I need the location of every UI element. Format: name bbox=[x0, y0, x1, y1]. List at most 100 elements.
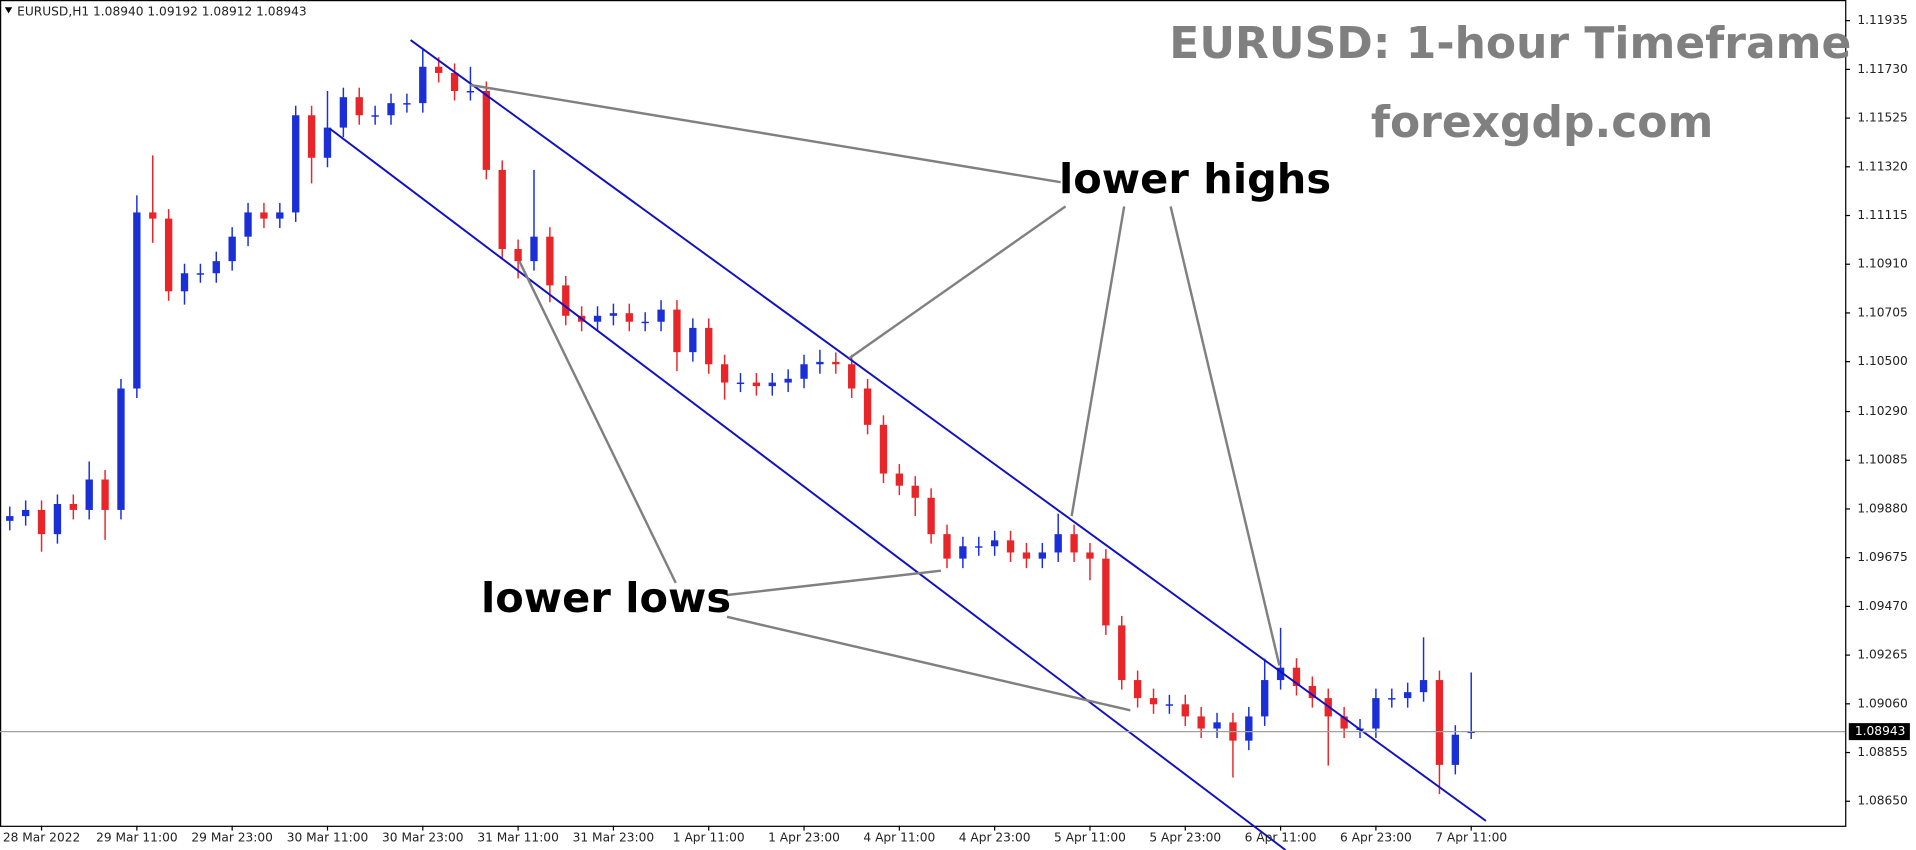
candle-body bbox=[85, 479, 93, 510]
x-tick-label: 29 Mar 23:00 bbox=[191, 830, 273, 844]
x-tick-label: 1 Apr 11:00 bbox=[673, 830, 745, 844]
pointer-line bbox=[470, 83, 1061, 184]
pointer-line bbox=[848, 205, 1067, 360]
candle-body bbox=[276, 212, 284, 219]
candle-body bbox=[37, 509, 46, 535]
candle-body bbox=[514, 249, 522, 262]
candle-body bbox=[1451, 734, 1459, 765]
candle-body bbox=[673, 309, 681, 353]
annotation-lines bbox=[470, 83, 1281, 712]
y-tick-label: 1.09060 bbox=[1857, 696, 1908, 710]
candle-body bbox=[228, 236, 236, 262]
symbol-info: EURUSD,H1 1.08940 1.09192 1.08912 1.0894… bbox=[17, 5, 307, 19]
candle-body bbox=[1308, 685, 1317, 699]
candle-body bbox=[1133, 680, 1142, 699]
candle-body bbox=[800, 364, 808, 379]
annotation: lower lows bbox=[481, 574, 731, 622]
candle-body bbox=[736, 382, 745, 385]
channel-upper bbox=[409, 39, 1487, 822]
pointer-line bbox=[518, 260, 677, 584]
candle-body bbox=[307, 115, 316, 158]
candle-body bbox=[450, 72, 459, 92]
candle-body bbox=[1372, 698, 1380, 729]
candle-body bbox=[1245, 716, 1253, 741]
candle-body bbox=[101, 479, 109, 510]
candle-body bbox=[355, 97, 363, 116]
candle-body bbox=[816, 361, 824, 365]
candle-body bbox=[593, 315, 602, 322]
candle-body bbox=[1022, 552, 1031, 559]
candle-body bbox=[943, 534, 951, 559]
candle-body bbox=[879, 424, 888, 474]
y-tick-label: 1.11115 bbox=[1857, 208, 1908, 222]
candle-body bbox=[1054, 534, 1062, 553]
candle-body bbox=[689, 327, 697, 353]
y-tick-label: 1.11320 bbox=[1857, 159, 1908, 173]
annotation: lower highs bbox=[1059, 155, 1331, 203]
x-tick-label: 5 Apr 11:00 bbox=[1054, 830, 1126, 844]
candle-body bbox=[180, 273, 189, 292]
candle-body bbox=[1086, 552, 1094, 559]
y-tick-label: 1.10705 bbox=[1857, 305, 1908, 319]
pointer-line bbox=[726, 569, 942, 597]
channel-lower bbox=[329, 127, 1287, 850]
candle-body bbox=[863, 388, 872, 425]
candle-body bbox=[371, 115, 379, 117]
candle-body bbox=[895, 473, 904, 486]
x-tick-label: 30 Mar 11:00 bbox=[287, 830, 369, 844]
x-tick-label: 6 Apr 11:00 bbox=[1245, 830, 1317, 844]
pointer-line bbox=[1169, 206, 1281, 666]
candle-body bbox=[482, 91, 490, 170]
candle-body bbox=[784, 378, 792, 383]
candle-body bbox=[196, 273, 205, 275]
y-tick-label: 1.10500 bbox=[1857, 354, 1908, 368]
candle-body bbox=[1340, 716, 1348, 729]
candle-body bbox=[164, 218, 173, 292]
y-tick-label: 1.11730 bbox=[1857, 62, 1908, 76]
candle-body bbox=[1404, 692, 1412, 699]
candle-body bbox=[530, 236, 538, 262]
y-tick-label: 1.09880 bbox=[1857, 501, 1908, 515]
candle-body bbox=[6, 516, 14, 521]
candle-body bbox=[959, 546, 967, 559]
candle-body bbox=[832, 361, 840, 365]
candle-body bbox=[562, 285, 570, 316]
candle-body bbox=[641, 321, 649, 324]
channel bbox=[329, 39, 1487, 850]
x-tick-label: 30 Mar 23:00 bbox=[382, 830, 464, 844]
candle-body bbox=[244, 212, 252, 237]
candle-body bbox=[133, 212, 141, 389]
candle-body bbox=[117, 388, 125, 510]
y-tick-label: 1.09265 bbox=[1857, 648, 1908, 662]
y-tick-label: 1.09470 bbox=[1857, 599, 1908, 613]
chart-subtitle: forexgdp.com bbox=[1371, 97, 1714, 148]
candle-body bbox=[1181, 704, 1189, 717]
candle-body bbox=[419, 66, 427, 104]
candle-body bbox=[292, 115, 300, 213]
y-tick-label: 1.11935 bbox=[1857, 13, 1908, 27]
candle-body bbox=[1419, 680, 1428, 693]
pointer-line bbox=[1070, 206, 1126, 517]
candle-body bbox=[323, 127, 332, 158]
candle-body bbox=[1118, 625, 1126, 681]
x-tick-label: 5 Apr 23:00 bbox=[1149, 830, 1221, 844]
candle-body bbox=[260, 212, 268, 219]
candle-body bbox=[149, 212, 157, 219]
y-tick-label: 1.09675 bbox=[1857, 550, 1908, 564]
candle-body bbox=[69, 503, 77, 510]
chart-title: EURUSD: 1-hour Timeframe bbox=[1169, 18, 1851, 69]
x-tick-label: 6 Apr 23:00 bbox=[1340, 830, 1412, 844]
candle-body bbox=[625, 313, 633, 322]
x-tick-label: 4 Apr 11:00 bbox=[863, 830, 935, 844]
x-tick-label: 4 Apr 23:00 bbox=[959, 830, 1031, 844]
plot-frame bbox=[0, 0, 1847, 827]
menu-arrow bbox=[4, 7, 13, 14]
candle-body bbox=[1261, 680, 1269, 717]
x-tick-label: 28 Mar 2022 bbox=[3, 830, 80, 844]
candle-body bbox=[387, 103, 395, 116]
candle-body bbox=[21, 509, 30, 517]
candle-body bbox=[1006, 540, 1015, 553]
y-tick-label: 1.10085 bbox=[1857, 453, 1908, 467]
